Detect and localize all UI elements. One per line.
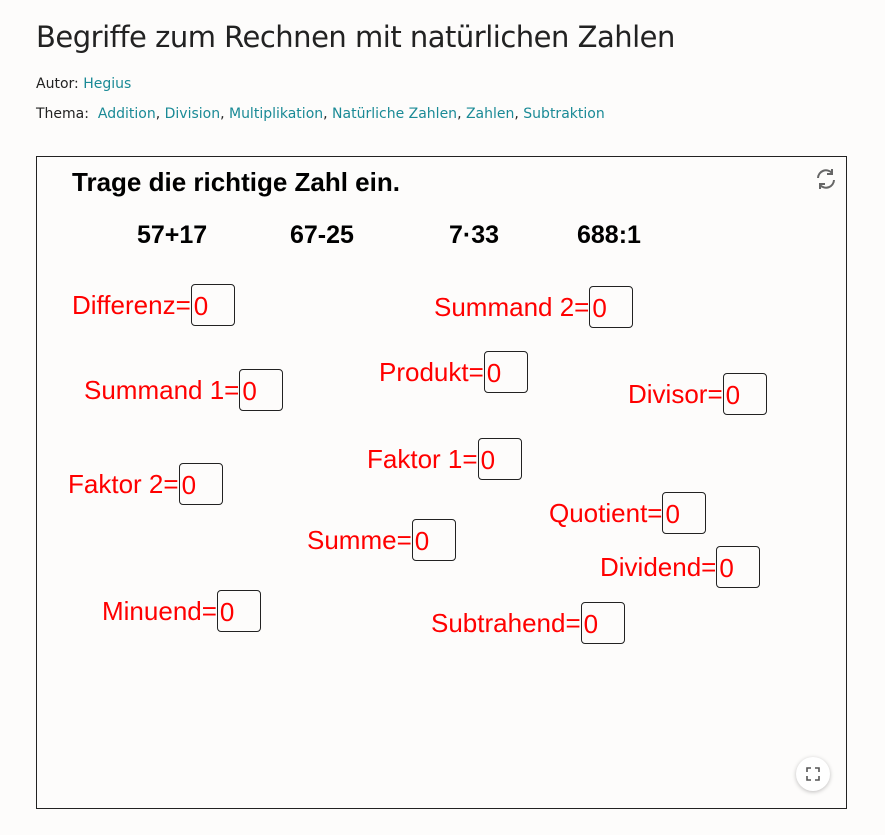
topic-link[interactable]: Addition	[97, 106, 156, 122]
field-faktor-2: Faktor 2= 0	[68, 462, 223, 506]
topic-link[interactable]: Subtraktion	[523, 106, 605, 122]
topic-link[interactable]: Multiplikation	[228, 106, 324, 122]
answer-input[interactable]: 0	[589, 286, 634, 328]
expression: 7·33	[449, 221, 500, 249]
page-title: Begriffe zum Rechnen mit natürlichen Zah…	[36, 20, 675, 54]
field-label: Divisor=	[628, 378, 723, 409]
field-label: Differenz=	[72, 289, 191, 320]
answer-input[interactable]: 0	[483, 351, 528, 393]
field-label: Faktor 2=	[68, 468, 179, 499]
answer-input[interactable]: 0	[716, 546, 761, 588]
field-label: Summand 2=	[434, 291, 590, 322]
field-produkt: Produkt= 0	[379, 350, 528, 394]
task-instruction: Trage die richtige Zahl ein.	[72, 167, 400, 197]
field-dividend: Dividend= 0	[600, 545, 761, 589]
field-summand-1: Summand 1= 0	[84, 368, 284, 412]
expression: 67-25	[290, 221, 354, 249]
author-label: Autor:	[36, 76, 79, 92]
field-summe: Summe= 0	[307, 518, 456, 562]
expression: 57+17	[137, 221, 208, 249]
answer-input[interactable]: 0	[178, 463, 223, 505]
topic-link[interactable]: Zahlen	[465, 106, 515, 122]
answer-input[interactable]: 0	[216, 590, 261, 632]
fullscreen-icon	[806, 767, 820, 781]
answer-input[interactable]: 0	[662, 492, 707, 534]
topic-link[interactable]: Division	[164, 106, 221, 122]
topic-link[interactable]: Natürliche Zahlen	[332, 106, 458, 122]
answer-input[interactable]: 0	[722, 373, 767, 415]
field-quotient: Quotient= 0	[549, 491, 707, 535]
field-label: Minuend=	[102, 595, 217, 626]
field-label: Subtrahend=	[431, 607, 581, 638]
expression: 688:1	[577, 221, 641, 249]
field-label: Quotient=	[549, 497, 663, 528]
field-label: Summe=	[307, 524, 412, 555]
author-line: Autor: Hegius	[36, 76, 131, 92]
answer-input[interactable]: 0	[580, 602, 625, 644]
field-minuend: Minuend= 0	[102, 589, 261, 633]
field-label: Faktor 1=	[367, 443, 478, 474]
refresh-icon[interactable]	[814, 167, 838, 191]
field-divisor: Divisor= 0	[628, 372, 767, 416]
field-differenz: Differenz= 0	[72, 283, 235, 327]
field-label: Summand 1=	[84, 374, 240, 405]
field-faktor-1: Faktor 1= 0	[367, 437, 522, 481]
field-subtrahend: Subtrahend= 0	[431, 601, 625, 645]
topic-line: Thema: Addition, Division, Multiplikatio…	[36, 106, 605, 122]
answer-input[interactable]: 0	[239, 369, 284, 411]
topic-label: Thema:	[36, 106, 89, 122]
field-label: Produkt=	[379, 356, 484, 387]
geogebra-applet: Trage die richtige Zahl ein. 57+17 67-25…	[36, 156, 847, 809]
field-label: Dividend=	[600, 551, 717, 582]
answer-input[interactable]: 0	[477, 438, 522, 480]
field-summand-2: Summand 2= 0	[434, 285, 634, 329]
answer-input[interactable]: 0	[190, 284, 235, 326]
answer-input[interactable]: 0	[411, 519, 456, 561]
fullscreen-button[interactable]	[796, 757, 830, 791]
author-link[interactable]: Hegius	[83, 76, 132, 92]
